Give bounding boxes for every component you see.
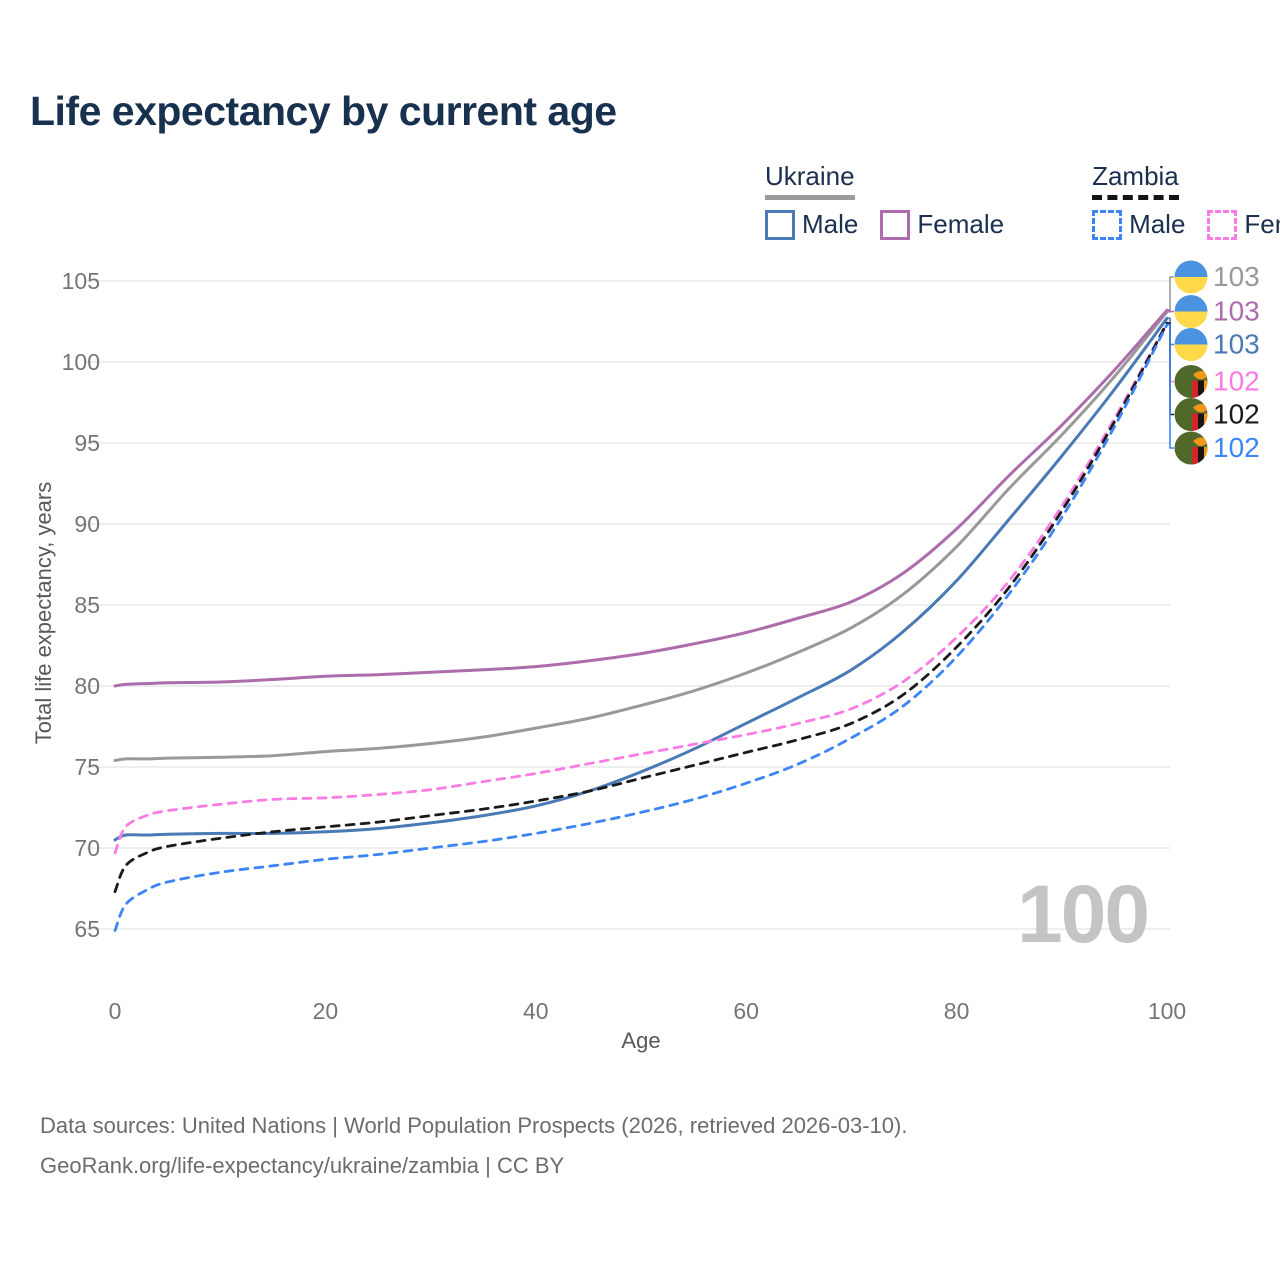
legend-label-ukraine-male: Male	[802, 209, 859, 239]
series-line-zambia-female	[113, 321, 1169, 855]
legend-item-zambia-female[interactable]: Female	[1207, 209, 1280, 240]
endpoint-leader-line	[1167, 276, 1174, 313]
ukraine-flag-icon	[1174, 328, 1208, 361]
endpoint-leader-line	[1167, 309, 1174, 313]
legend-label-zambia-female: Female	[1244, 209, 1280, 239]
x-tick-label: 20	[313, 998, 339, 1024]
endpoint-value-label: 102	[1213, 366, 1260, 397]
series-line-ukraine-female	[113, 308, 1169, 688]
series-line-ukraine-both-sexes-	[113, 310, 1169, 762]
zambia-flag-icon	[1174, 365, 1208, 398]
series-line-zambia-male	[113, 323, 1169, 932]
endpoint-leader-line	[1167, 323, 1174, 449]
legend-label-ukraine-female: Female	[917, 209, 1005, 239]
endpoint-value-label: 103	[1213, 296, 1260, 327]
footer-data-sources: Data sources: United Nations | World Pop…	[40, 1113, 908, 1138]
footer-attribution: GeoRank.org/life-expectancy/ukraine/zamb…	[40, 1153, 565, 1178]
series-line-ukraine-male	[113, 316, 1169, 842]
legend-swatch-ukraine-female-icon[interactable]	[880, 209, 911, 240]
x-tick-label: 0	[109, 998, 122, 1024]
legend-item-ukraine-male[interactable]: Male	[765, 209, 858, 240]
ukraine-flag-icon	[1174, 260, 1208, 294]
y-tick-label: 65	[74, 916, 100, 942]
legend-country-ukraine[interactable]: Ukraine	[765, 161, 855, 200]
x-tick-label: 40	[523, 998, 549, 1024]
legend-swatch-ukraine-male-icon[interactable]	[765, 209, 795, 240]
page-title: Life expectancy by current age	[30, 88, 617, 134]
endpoint-value-label: 103	[1213, 329, 1260, 360]
legend-country-zambia[interactable]: Zambia	[1092, 161, 1179, 200]
legend-item-zambia-male[interactable]: Male	[1092, 209, 1185, 240]
x-tick-label: 100	[1148, 998, 1186, 1024]
endpoint-value-label: 102	[1213, 399, 1260, 430]
x-axis-title: Age	[621, 1028, 661, 1053]
y-tick-label: 80	[74, 673, 100, 699]
y-tick-label: 90	[74, 511, 100, 537]
y-tick-label: 75	[74, 754, 100, 780]
y-tick-label: 95	[74, 430, 100, 456]
current-age-watermark: 100	[1017, 869, 1150, 960]
x-tick-label: 80	[944, 998, 970, 1024]
chart-legend: Ukraine Male Female Zambia Male Female	[765, 161, 1280, 240]
y-tick-label: 100	[62, 349, 100, 375]
zambia-flag-icon	[1174, 431, 1208, 465]
endpoint-value-label: 102	[1213, 432, 1260, 463]
y-tick-label: 105	[62, 268, 100, 294]
endpoint-value-label: 103	[1213, 261, 1260, 292]
x-tick-label: 60	[733, 998, 759, 1024]
y-axis-title: Total life expectancy, years	[31, 481, 56, 745]
y-tick-label: 85	[74, 592, 100, 618]
legend-group-ukraine: Ukraine Male Female	[765, 161, 1004, 240]
legend-swatch-zambia-female-icon[interactable]	[1207, 209, 1238, 240]
zambia-flag-icon	[1174, 398, 1208, 431]
y-tick-label: 70	[74, 835, 100, 861]
legend-item-ukraine-female[interactable]: Female	[880, 209, 1004, 240]
legend-label-zambia-male: Male	[1129, 209, 1186, 239]
ukraine-flag-icon	[1174, 295, 1208, 328]
legend-group-zambia: Zambia Male Female	[1092, 161, 1280, 240]
legend-swatch-zambia-male-icon[interactable]	[1092, 209, 1123, 240]
footer: Data sources: United Nations | World Pop…	[40, 1106, 1240, 1186]
series-line-zambia-both-sexes-	[113, 321, 1169, 894]
